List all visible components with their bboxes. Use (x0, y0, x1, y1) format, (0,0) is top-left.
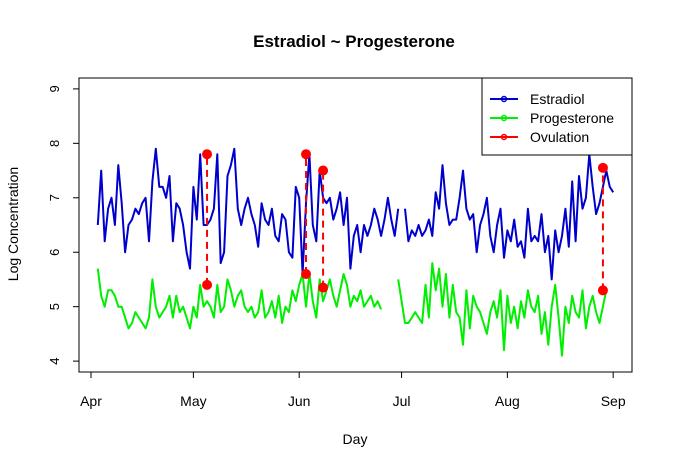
plot-frame (78, 77, 633, 373)
chart-title: Estradiol ~ Progesterone (253, 32, 455, 51)
x-tick-label: Jun (288, 393, 311, 409)
ovulation-point (301, 269, 312, 279)
x-tick-label: Jul (393, 393, 411, 409)
x-tick-label: Sep (601, 393, 626, 409)
ovulation-point (597, 285, 608, 296)
y-tick-label: 5 (47, 303, 62, 310)
ovulation-point (202, 149, 213, 160)
legend-label-ovulation: Ovulation (530, 129, 589, 145)
legend: Estradiol Progesterone Ovulation (481, 77, 633, 156)
y-axis: 4 5 6 7 8 9 (47, 85, 79, 365)
legend-box (481, 77, 633, 156)
ovulation-point (202, 279, 213, 290)
x-tick-label: May (180, 393, 206, 409)
progesterone-line (96, 268, 383, 330)
y-axis-label: Log Concentration (5, 167, 21, 281)
y-tick-label: 9 (47, 85, 62, 92)
legend-label-progesterone: Progesterone (530, 110, 614, 126)
y-tick-label: 8 (47, 140, 62, 147)
estradiol-line (404, 153, 615, 281)
x-axis-label: Day (343, 431, 368, 447)
ovulation-point (318, 282, 329, 293)
progesterone-line (397, 262, 608, 357)
y-tick-label: 4 (47, 357, 62, 364)
legend-label-estradiol: Estradiol (530, 91, 584, 107)
legend-marker-ovulation (500, 133, 508, 141)
x-tick-label: Apr (80, 393, 102, 409)
series-layer (96, 147, 615, 357)
estradiol-line (96, 147, 400, 275)
ovulation-point (318, 165, 329, 176)
legend-marker-estradiol (500, 95, 508, 103)
ovulation-point (301, 149, 312, 160)
x-axis: Apr May Jun Jul Aug Sep (80, 372, 626, 409)
legend-marker-progesterone (500, 114, 508, 122)
y-tick-label: 7 (47, 194, 62, 201)
ovulation-point (597, 162, 608, 173)
y-tick-label: 6 (47, 249, 62, 256)
x-tick-label: Aug (495, 393, 520, 409)
